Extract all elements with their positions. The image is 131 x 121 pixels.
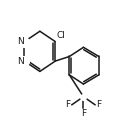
- Text: F: F: [66, 100, 71, 109]
- Text: N: N: [17, 57, 24, 66]
- Text: F: F: [81, 109, 86, 118]
- Text: F: F: [96, 100, 101, 109]
- Text: Cl: Cl: [57, 31, 66, 40]
- Text: N: N: [17, 37, 24, 46]
